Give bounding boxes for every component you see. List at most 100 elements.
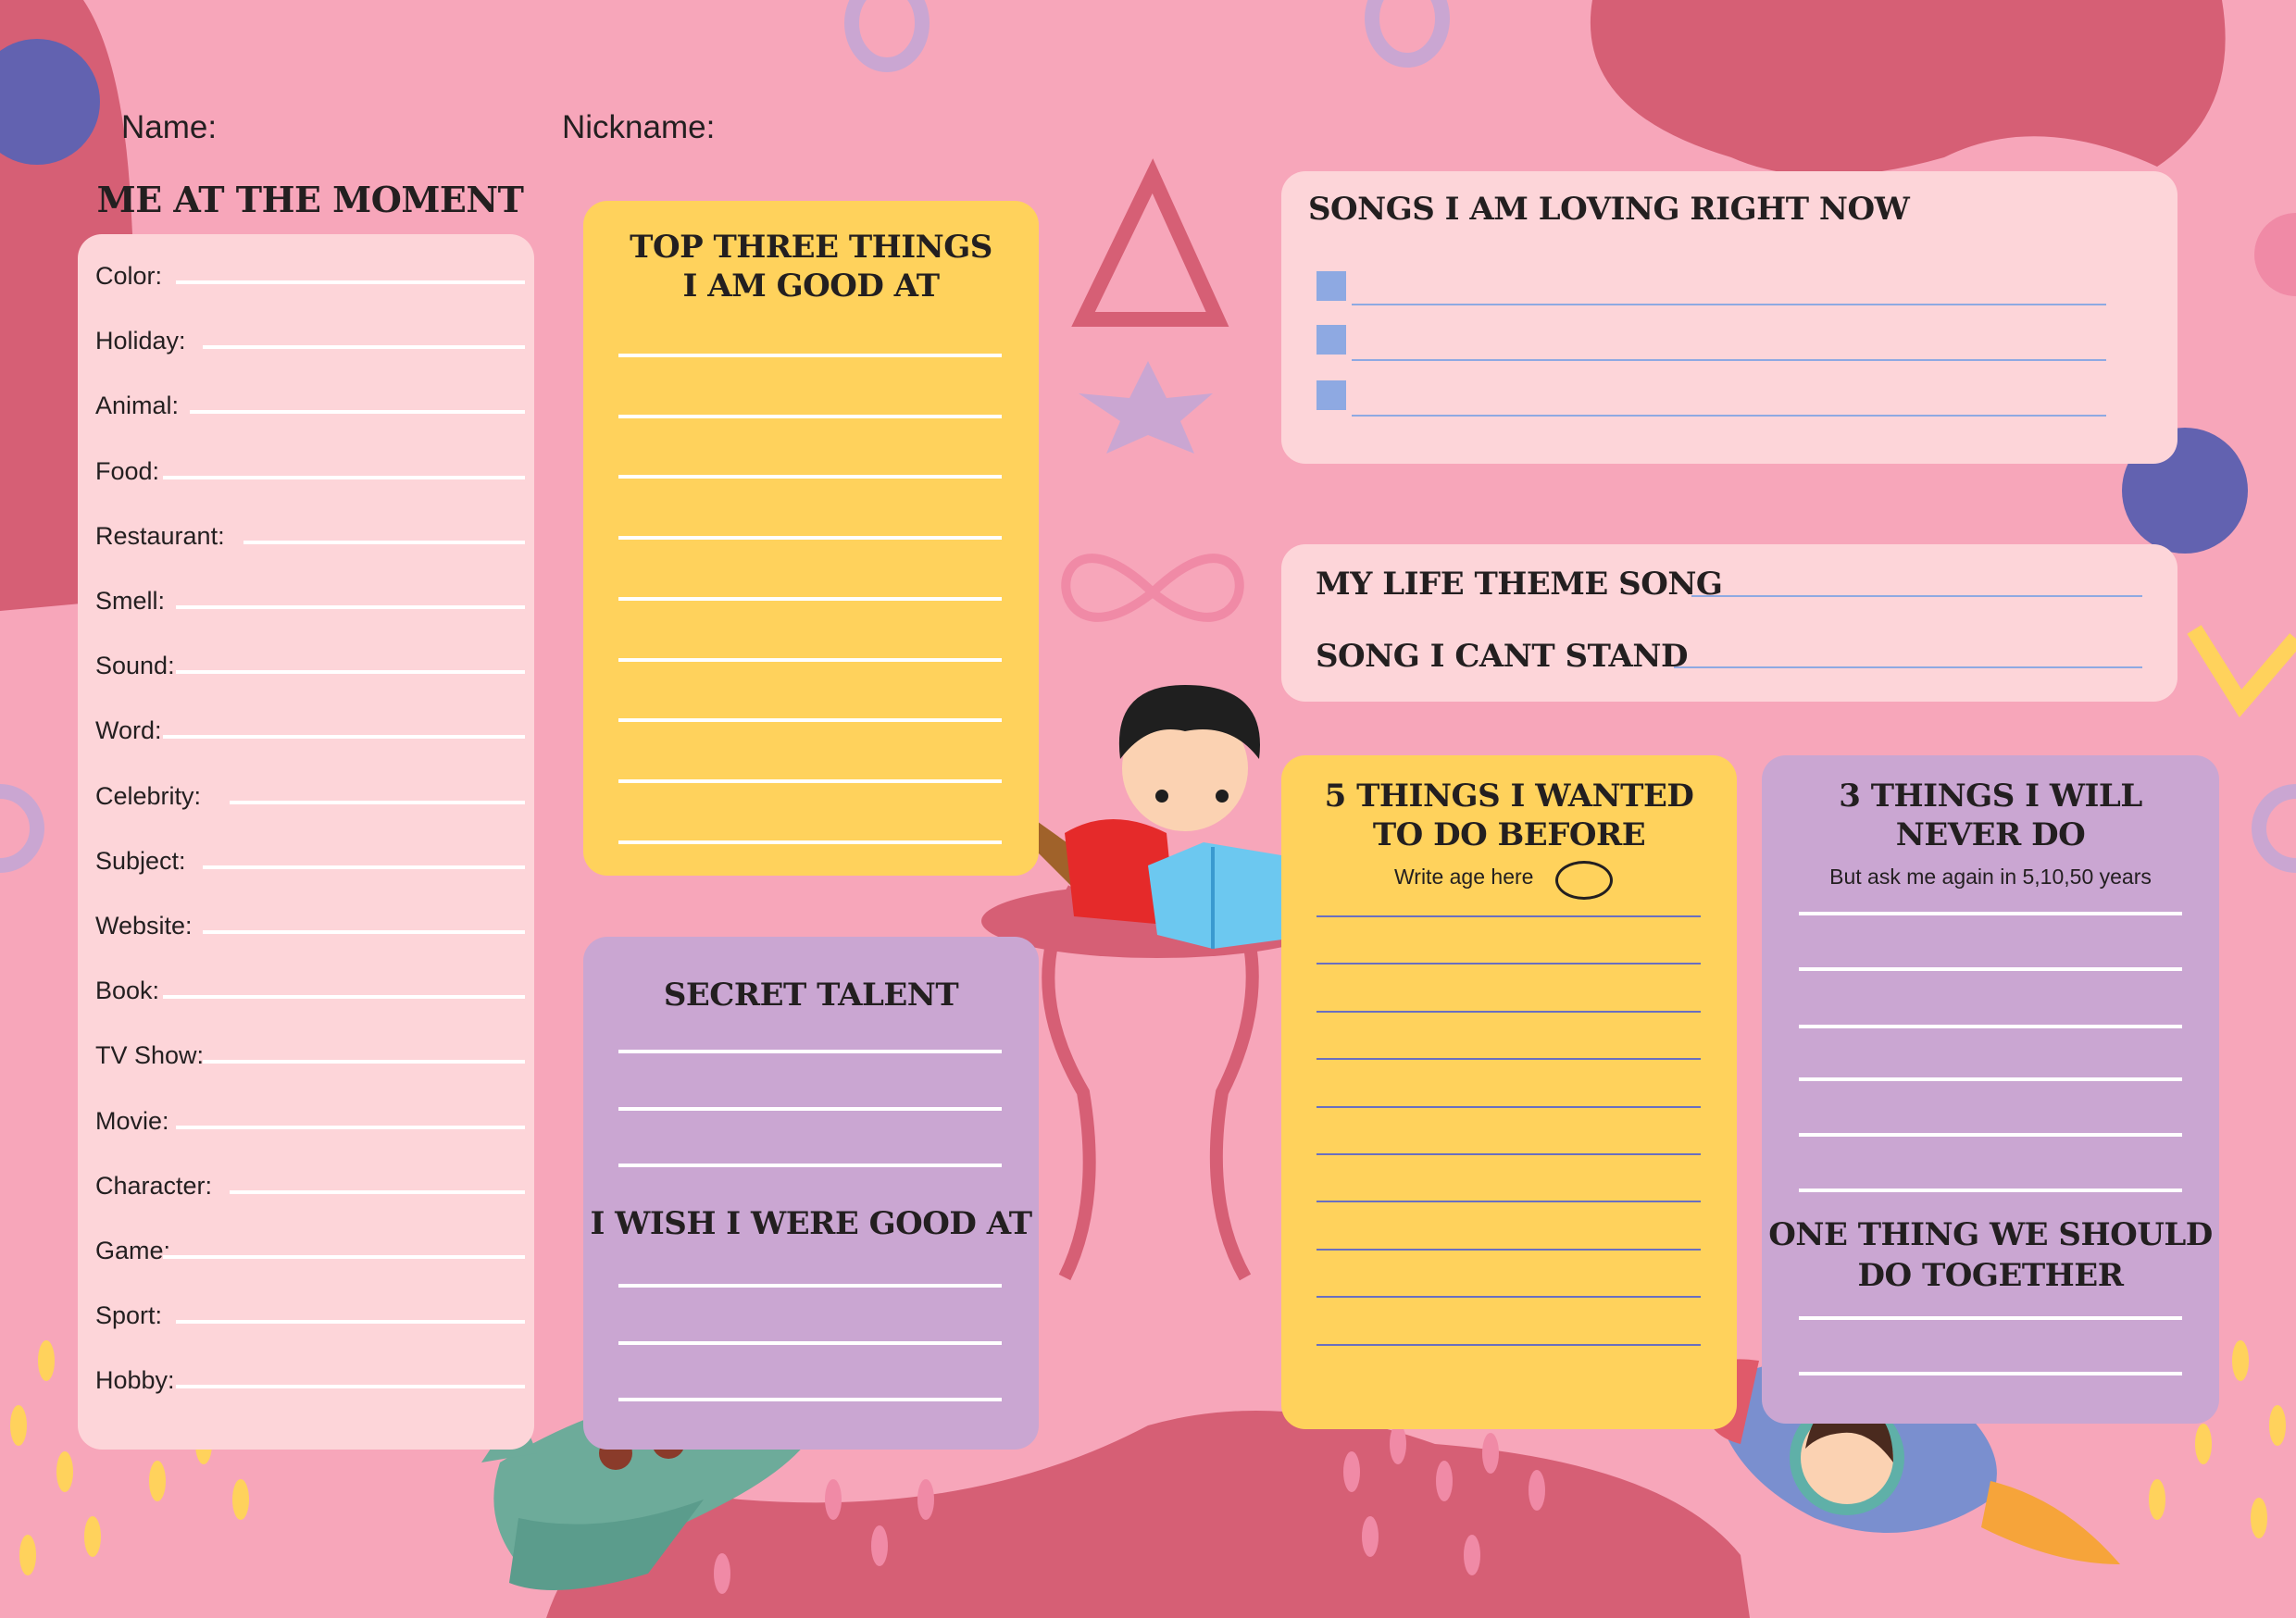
five-things-panel <box>1281 755 1737 1429</box>
field-answer-line[interactable] <box>189 410 525 415</box>
field-label: Word: <box>95 716 162 745</box>
top-three-line[interactable] <box>618 475 1002 479</box>
field-answer-line[interactable] <box>176 1125 525 1129</box>
five-things-line[interactable] <box>1316 1296 1701 1299</box>
wish-good-at-title: I WISH I WERE GOOD AT <box>590 1205 1032 1242</box>
field-answer-line[interactable] <box>203 345 525 350</box>
five-things-line[interactable] <box>1316 1058 1701 1061</box>
field-answer-line[interactable] <box>162 1255 525 1259</box>
top-three-line[interactable] <box>618 414 1002 418</box>
five-things-line[interactable] <box>1316 963 1701 965</box>
wish-good-at-line[interactable] <box>618 1341 1002 1345</box>
song-checkbox[interactable] <box>1316 271 1346 301</box>
song-checkbox[interactable] <box>1316 380 1346 410</box>
song-line[interactable] <box>1352 304 2106 305</box>
me-at-the-moment-panel <box>78 234 534 1450</box>
top-three-line[interactable] <box>618 536 1002 541</box>
field-answer-line[interactable] <box>162 995 525 1000</box>
three-things-line[interactable] <box>1799 1189 2182 1192</box>
five-things-line[interactable] <box>1316 1153 1701 1155</box>
life-theme-song-label: MY LIFE THEME SONG <box>1316 566 1723 603</box>
secret-talent-line[interactable] <box>618 1050 1002 1053</box>
top-three-line[interactable] <box>618 840 1002 844</box>
age-oval-input[interactable] <box>1555 861 1613 900</box>
five-things-line[interactable] <box>1316 1105 1701 1108</box>
field-label: Color: <box>95 262 163 290</box>
three-things-line[interactable] <box>1799 967 2182 971</box>
five-things-line[interactable] <box>1316 1248 1701 1251</box>
secret-talent-panel <box>583 937 1039 1450</box>
infinity-doodle <box>1061 554 1244 622</box>
together-title-line1: ONE THING WE SHOULD <box>1768 1216 2213 1253</box>
top-three-line[interactable] <box>618 657 1002 662</box>
together-line[interactable] <box>1799 1316 2182 1320</box>
field-answer-line[interactable] <box>162 735 525 740</box>
field-answer-line[interactable] <box>203 865 525 869</box>
secret-talent-line[interactable] <box>618 1164 1002 1167</box>
song-cant-stand-line[interactable] <box>1674 666 2142 668</box>
field-label: Hobby: <box>95 1366 175 1395</box>
field-answer-line[interactable] <box>162 475 525 479</box>
ring-doodle-right <box>2252 784 2296 873</box>
field-answer-line[interactable] <box>176 1385 525 1389</box>
field-answer-line[interactable] <box>230 1189 525 1194</box>
top-three-line[interactable] <box>618 596 1002 601</box>
check-doodle-right <box>2187 625 2296 718</box>
field-answer-line[interactable] <box>203 930 525 934</box>
field-answer-line[interactable] <box>203 1060 525 1064</box>
field-answer-line[interactable] <box>176 280 525 284</box>
ring-doodle-top-1 <box>844 0 930 72</box>
field-answer-line[interactable] <box>176 605 525 609</box>
secret-talent-line[interactable] <box>618 1107 1002 1111</box>
three-things-line[interactable] <box>1799 1077 2182 1081</box>
three-things-line[interactable] <box>1799 1025 2182 1028</box>
pink-circle-right <box>2254 213 2296 296</box>
top-three-line[interactable] <box>618 354 1002 357</box>
field-label: Sound: <box>95 652 175 680</box>
five-things-line[interactable] <box>1316 1010 1701 1013</box>
song-checkbox[interactable] <box>1316 325 1346 355</box>
star-doodle <box>1079 361 1213 454</box>
three-things-title-line2: NEVER DO <box>1895 816 2086 853</box>
five-things-line[interactable] <box>1316 915 1701 917</box>
field-label: Sport: <box>95 1301 163 1330</box>
field-answer-line[interactable] <box>230 800 525 804</box>
together-line[interactable] <box>1799 1372 2182 1375</box>
field-label: Smell: <box>95 587 166 615</box>
dark-pink-blob-bottom <box>546 1411 1750 1618</box>
three-things-title-line1: 3 THINGS I WILL <box>1839 778 2142 815</box>
ring-doodle-left <box>0 784 44 873</box>
top-three-title-line1: TOP THREE THINGS <box>630 229 992 266</box>
three-things-line[interactable] <box>1799 1133 2182 1137</box>
five-things-title-line2: TO DO BEFORE <box>1372 816 1646 853</box>
field-label: Celebrity: <box>95 781 202 810</box>
write-age-prompt: Write age here <box>1394 865 1534 889</box>
song-line[interactable] <box>1352 415 2106 417</box>
three-things-subtitle: But ask me again in 5,10,50 years <box>1829 865 2152 889</box>
ring-doodle-top-2 <box>1365 0 1450 68</box>
field-answer-line[interactable] <box>243 540 525 544</box>
triangle-doodle <box>1071 158 1229 327</box>
field-label: Character: <box>95 1171 213 1200</box>
me-at-the-moment-title: ME AT THE MOMENT <box>96 179 524 220</box>
three-things-line[interactable] <box>1799 912 2182 915</box>
nickname-label: Nickname: <box>562 109 716 145</box>
top-three-line[interactable] <box>618 718 1002 723</box>
song-line[interactable] <box>1352 359 2106 361</box>
field-label: Game: <box>95 1237 171 1264</box>
field-label: TV Show: <box>95 1041 205 1070</box>
field-label: Restaurant: <box>95 521 225 550</box>
field-label: Holiday: <box>95 327 186 355</box>
field-label: Website: <box>95 912 193 940</box>
wish-good-at-line[interactable] <box>618 1398 1002 1401</box>
field-answer-line[interactable] <box>176 1320 525 1325</box>
five-things-line[interactable] <box>1316 1343 1701 1346</box>
dots-bottom-pink <box>714 1424 1545 1594</box>
wish-good-at-line[interactable] <box>618 1284 1002 1288</box>
together-title-line2: DO TOGETHER <box>1857 1257 2124 1294</box>
five-things-line[interactable] <box>1316 1201 1701 1203</box>
top-three-line[interactable] <box>618 778 1002 783</box>
song-cant-stand-label: SONG I CANT STAND <box>1316 638 1688 675</box>
life-theme-song-line[interactable] <box>1691 595 2142 597</box>
field-answer-line[interactable] <box>176 670 525 675</box>
